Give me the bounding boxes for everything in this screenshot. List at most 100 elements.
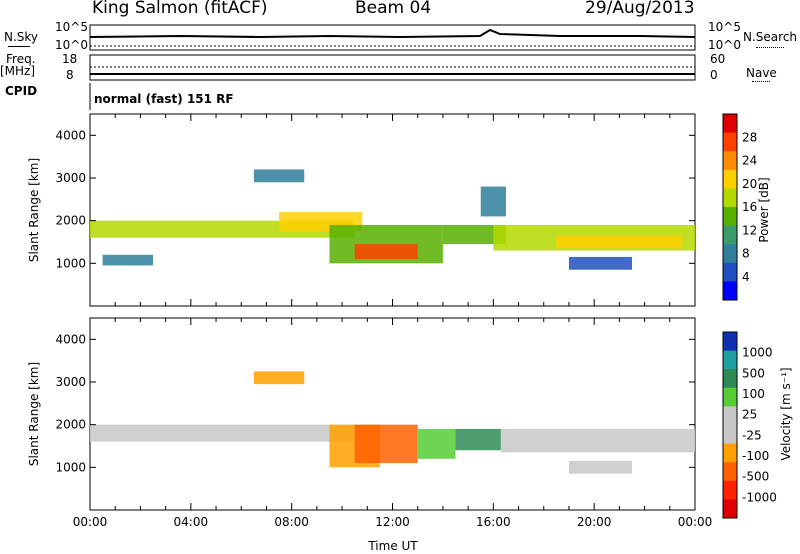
freq-label: Freq. bbox=[6, 52, 36, 66]
colorbar-segment bbox=[723, 480, 737, 500]
colorbar-segment bbox=[723, 188, 737, 208]
velocity-data-region bbox=[354, 424, 418, 464]
colorbar-tick-label: 24 bbox=[742, 154, 757, 168]
x-tick-label: 20:00 bbox=[577, 515, 612, 529]
colorbar-segment bbox=[723, 406, 737, 426]
colorbar-segment bbox=[723, 262, 737, 282]
colorbar-tick-label: 4 bbox=[742, 270, 750, 284]
x-tick-label: 12:00 bbox=[375, 515, 410, 529]
colorbar-segment bbox=[723, 425, 737, 445]
colorbar-tick-label: -100 bbox=[742, 449, 769, 463]
y-tick-label: 3000 bbox=[55, 171, 86, 185]
freq-unit: [MHz] bbox=[0, 64, 36, 78]
colorbar-segment bbox=[723, 350, 737, 370]
nsearch-tick-high: 10^5 bbox=[708, 20, 741, 34]
velocity-data-region bbox=[455, 428, 501, 451]
x-tick-label: 04:00 bbox=[174, 515, 209, 529]
nsky-label: N.Sky bbox=[4, 30, 39, 44]
freq-tick-high: 18 bbox=[62, 52, 78, 66]
power-data-region bbox=[568, 256, 632, 270]
colorbar-segment bbox=[723, 499, 737, 519]
y-tick-label: 4000 bbox=[55, 128, 86, 142]
x-tick-label: 00:00 bbox=[678, 515, 713, 529]
colorbar-tick-label: 28 bbox=[742, 130, 757, 144]
nsky-tick-low: 10^0 bbox=[55, 38, 88, 52]
colorbar-tick-label: -1000 bbox=[742, 490, 777, 504]
colorbar-segment bbox=[723, 114, 737, 134]
colorbar-frame bbox=[722, 113, 738, 301]
y-tick-label: 3000 bbox=[55, 375, 86, 389]
colorbar-tick-label: -500 bbox=[742, 470, 769, 484]
velocity-data-region bbox=[253, 371, 305, 385]
colorbar-segment bbox=[723, 369, 737, 389]
y-tick-label: 2000 bbox=[55, 418, 86, 432]
colorbar-segment bbox=[723, 443, 737, 463]
velocity-ylabel: Slant Range [km] bbox=[27, 362, 41, 466]
nave-tick-low: 0 bbox=[710, 68, 718, 82]
nsearch-tick-low: 10^0 bbox=[708, 38, 741, 52]
colorbar-segment bbox=[723, 244, 737, 264]
velocity-panel: 1000 2000 3000 4000 00:00 04:00 08:00 12:00 16:… bbox=[55, 317, 713, 529]
nave-label-underline bbox=[752, 81, 770, 82]
colorbar-tick-label: 8 bbox=[742, 247, 750, 261]
power-ylabel: Slant Range [km] bbox=[27, 158, 41, 262]
nsky-panel bbox=[89, 24, 696, 51]
colorbar-frame bbox=[722, 331, 738, 519]
colorbar-segment bbox=[723, 151, 737, 171]
x-axis-label: Time UT bbox=[367, 539, 418, 553]
colorbar-tick-label: 12 bbox=[742, 223, 757, 237]
y-tick-label: 4000 bbox=[55, 332, 86, 346]
colorbar-segment bbox=[723, 132, 737, 152]
freq-panel bbox=[89, 54, 696, 81]
nave-tick-high: 60 bbox=[710, 52, 726, 66]
nsearch-label: N.Search bbox=[743, 30, 798, 44]
colorbar-tick-label: 500 bbox=[742, 366, 765, 380]
nsky-trace bbox=[89, 28, 696, 39]
velocity-data-region bbox=[500, 428, 695, 453]
cpid-label: CPID bbox=[5, 84, 38, 98]
beam-title: Beam 04 bbox=[355, 0, 432, 18]
colorbar-segment bbox=[723, 462, 737, 482]
velocity-colorbar-label: Velocity [m s⁻¹] bbox=[779, 367, 793, 460]
cpid-text: normal (fast) 151 RF bbox=[94, 92, 234, 106]
y-tick-label: 1000 bbox=[55, 256, 86, 270]
velocity-data-region bbox=[417, 428, 456, 459]
power-panel: 1000 2000 3000 4000 bbox=[55, 113, 696, 307]
colorbar-tick-label: 25 bbox=[742, 408, 757, 422]
power-data-region bbox=[102, 254, 154, 266]
x-tick-label: 16:00 bbox=[476, 515, 511, 529]
x-tick-label: 08:00 bbox=[274, 515, 309, 529]
colorbar-segment bbox=[723, 225, 737, 245]
colorbar-segment bbox=[723, 169, 737, 189]
power-data-region bbox=[480, 186, 506, 217]
colorbar-segment bbox=[723, 332, 737, 352]
freq-tick-low: 8 bbox=[66, 68, 74, 82]
power-colorbar-label: Power [dB] bbox=[757, 177, 771, 242]
power-data-region bbox=[253, 169, 305, 183]
power-data-region bbox=[442, 224, 506, 245]
x-tick-label: 00:00 bbox=[73, 515, 108, 529]
power-colorbar: 28 24 20 16 12 8 4 bbox=[722, 113, 757, 301]
y-tick-label: 2000 bbox=[55, 214, 86, 228]
colorbar-segment bbox=[723, 207, 737, 227]
y-tick-label: 1000 bbox=[55, 460, 86, 474]
colorbar-tick-label: -25 bbox=[742, 428, 762, 442]
nave-label: Nave bbox=[746, 66, 777, 80]
power-data-region bbox=[556, 235, 683, 249]
colorbar-segment bbox=[723, 387, 737, 407]
colorbar-tick-label: 20 bbox=[742, 177, 757, 191]
nsearch-label-underline bbox=[756, 47, 784, 48]
velocity-data-region bbox=[90, 424, 355, 442]
nsky-tick-high: 10^5 bbox=[55, 20, 88, 34]
colorbar-segment bbox=[723, 281, 737, 301]
power-data-region bbox=[354, 244, 418, 260]
colorbar-tick-label: 1000 bbox=[742, 346, 773, 360]
colorbar-tick-label: 100 bbox=[742, 387, 765, 401]
velocity-colorbar: 1000 500 100 25 -25 -100 -500 -1000 bbox=[722, 331, 777, 519]
date-title: 29/Aug/2013 bbox=[585, 0, 695, 18]
nsky-label-underline bbox=[8, 46, 30, 47]
colorbar-tick-label: 16 bbox=[742, 200, 757, 214]
velocity-data-region bbox=[568, 460, 632, 474]
station-title: King Salmon (fitACF) bbox=[92, 0, 268, 18]
